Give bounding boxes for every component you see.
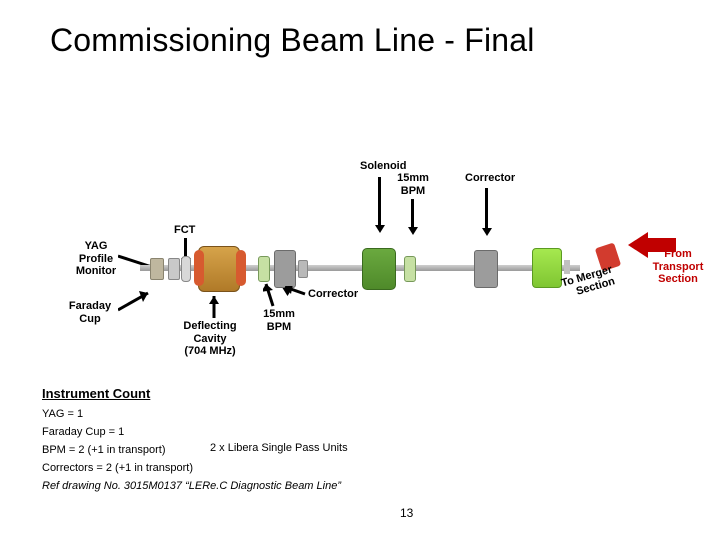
instrument-count-title: Instrument Count — [42, 386, 150, 401]
ic-ref: Ref drawing No. 3015M0137 “LERe.C Diagno… — [42, 480, 341, 492]
label-corrector-2: Corrector — [308, 288, 358, 301]
comp-fct — [181, 256, 191, 282]
label-deflecting: Deflecting Cavity (704 MHz) — [170, 320, 250, 358]
comp-bpm-1 — [404, 256, 416, 282]
comp-coupler — [298, 260, 308, 278]
arrow-bpm1 — [411, 199, 418, 235]
comp-corrector-2 — [274, 250, 296, 288]
label-bpm-1: 15mm BPM — [388, 172, 438, 197]
slide-canvas: Commissioning Beam Line - Final Solenoid… — [0, 0, 720, 540]
label-yag: YAG Profile Monitor — [72, 240, 120, 278]
bpm1-line2: BPM — [401, 185, 425, 197]
label-bpm-2: 15mm BPM — [254, 308, 304, 333]
arrow-deflecting — [208, 292, 222, 320]
label-from-transport: From Transport Section — [644, 248, 712, 286]
bpm2-l1: 15mm — [263, 308, 295, 320]
ic-faraday: Faraday Cup = 1 — [42, 426, 124, 438]
ic-bpm: BPM = 2 (+1 in transport) — [42, 444, 166, 456]
ft-l3: Section — [658, 273, 698, 285]
comp-deflecting-cavity-face-a — [194, 250, 204, 286]
yag-l2: Profile — [79, 253, 113, 265]
solenoid-text: Solenoid — [360, 160, 406, 172]
defl-l2: Cavity — [193, 333, 226, 345]
ft-l2: Transport — [653, 261, 704, 273]
comp-deflecting-cavity-face-b — [236, 250, 246, 286]
comp-bpm-2 — [258, 256, 270, 282]
label-solenoid: Solenoid — [360, 160, 406, 173]
label-faraday: Faraday Cup — [62, 300, 118, 325]
comp-corrector-1 — [474, 250, 498, 288]
ic-correctors: Correctors = 2 (+1 in transport) — [42, 462, 193, 474]
ic-yag: YAG = 1 — [42, 408, 83, 420]
corrector1-text: Corrector — [465, 172, 515, 184]
comp-tail-a — [564, 260, 570, 274]
arrow-solenoid — [378, 177, 385, 233]
fct-text: FCT — [174, 224, 195, 236]
defl-l3: (704 MHz) — [184, 345, 235, 357]
comp-solenoid — [362, 248, 396, 290]
arrow-bpm-2 — [263, 280, 277, 308]
comp-green-block — [532, 248, 562, 288]
comp-deflecting-cavity — [198, 246, 240, 292]
bpm1-line1: 15mm — [397, 172, 429, 184]
arrow-corrector1 — [485, 188, 492, 236]
defl-l1: Deflecting — [183, 320, 236, 332]
faraday-l1: Faraday — [69, 300, 111, 312]
bpm2-l2: BPM — [267, 321, 291, 333]
arrow-faraday — [118, 288, 156, 312]
yag-l1: YAG — [85, 240, 108, 252]
arrow-corrector-2-line — [283, 286, 307, 300]
ic-libera: 2 x Libera Single Pass Units — [210, 442, 348, 454]
page-number: 13 — [400, 506, 413, 520]
comp-yag — [168, 258, 180, 280]
faraday-l2: Cup — [79, 313, 100, 325]
yag-l3: Monitor — [76, 265, 116, 277]
comp-faraday-cup — [150, 258, 164, 280]
label-fct: FCT — [174, 224, 195, 237]
slide-title: Commissioning Beam Line - Final — [50, 22, 535, 59]
label-corrector-1: Corrector — [465, 172, 515, 185]
ft-l1: From — [664, 248, 692, 260]
corr2-text: Corrector — [308, 288, 358, 300]
